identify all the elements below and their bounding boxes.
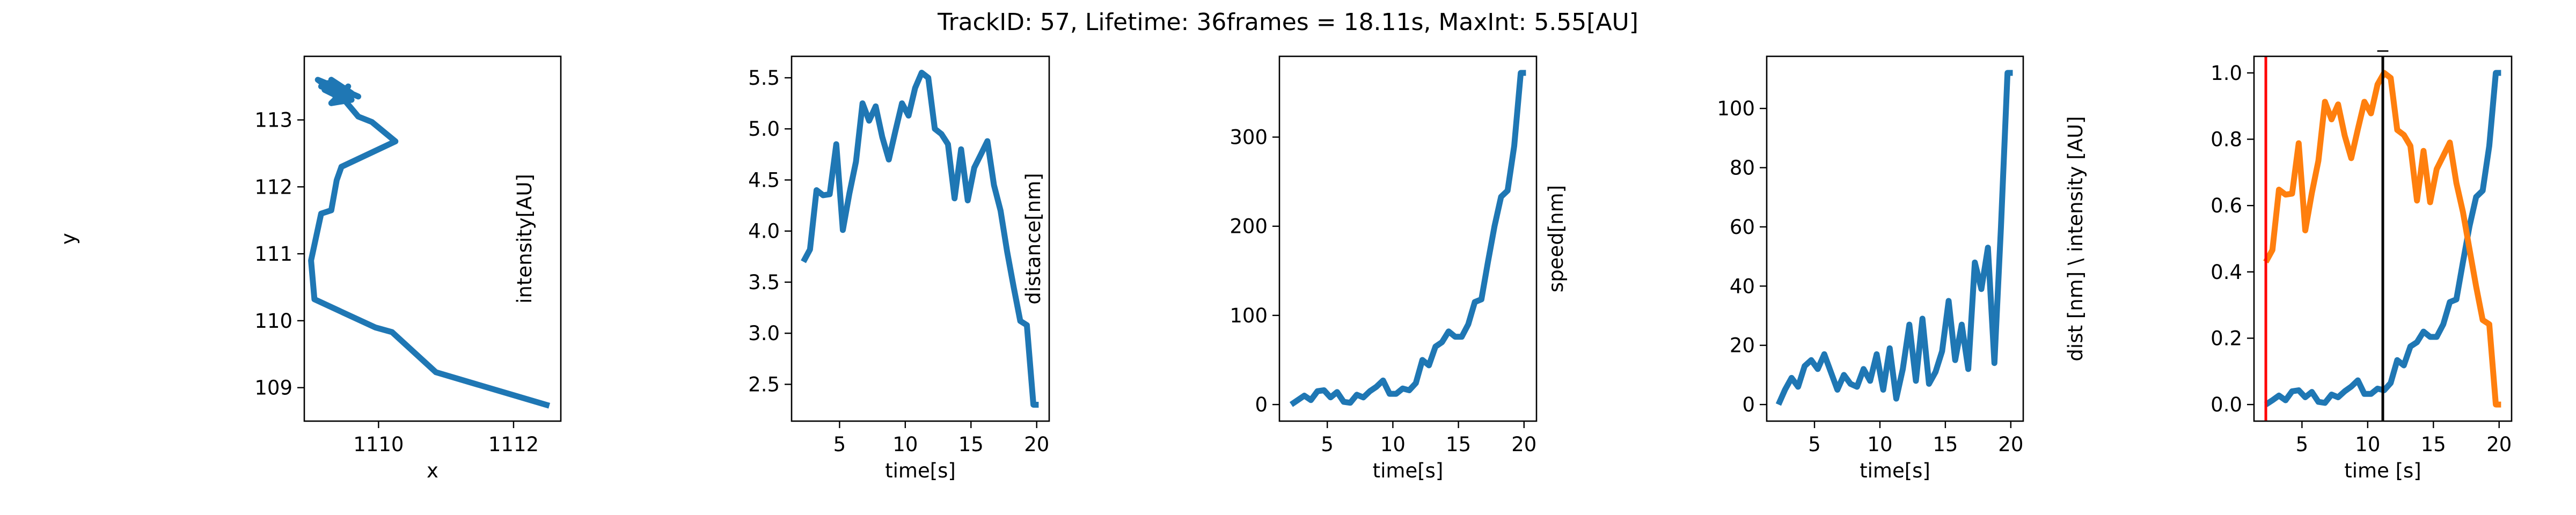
y-tick-label: 0: [1255, 393, 1268, 416]
x-axis-label: time[s]: [1373, 459, 1444, 482]
y-tick-label: 3.5: [748, 271, 780, 294]
x-axis-label: time[s]: [1860, 459, 1930, 482]
x-tick-label: 15: [1446, 433, 1471, 456]
y-tick-label: 100: [1717, 97, 1755, 120]
y-tick-label: 0.6: [2211, 194, 2242, 217]
y-tick-label: 0.8: [2211, 128, 2242, 151]
x-tick-label: 15: [958, 433, 984, 456]
panel-4: 5 10 15 20 0 20 40 60 80 100 time[s] speed[nm]: [1545, 55, 2024, 482]
x-tick-label: 1110: [353, 433, 404, 456]
y-tick-label: 0.2: [2211, 327, 2242, 350]
x-tick-label: 5: [2296, 433, 2309, 456]
y-tick-label: 100: [1230, 304, 1268, 327]
panel-1: 1110 1112 109 110 111 112 113 x y: [57, 55, 562, 482]
panel-2: 5 10 15 20 2.5 3.0 3.5 4.0 4.5 5.0 5.5 time[s] inten…: [513, 55, 1050, 482]
y-tick-label: 60: [1730, 216, 1755, 239]
x-tick-label: 15: [1933, 433, 1958, 456]
y-tick-label: 1.0: [2211, 62, 2242, 85]
y-tick-label: 2.5: [748, 373, 780, 396]
x-tick-label: 10: [892, 433, 918, 456]
x-tick-label: 10: [2355, 433, 2380, 456]
figure-title: TrackID: 57, Lifetime: 36frames = 18.11s…: [937, 9, 1638, 36]
axes-frame: [2253, 55, 2513, 422]
y-tick-label: 111: [254, 242, 292, 266]
axes-frame: [303, 55, 562, 422]
y-tick-label: 4.0: [748, 220, 780, 243]
panel-5: 5 10 15 20 0.0 0.2 0.4 0.6 0.8 1.0 time [s] dist [n…: [2064, 27, 2513, 482]
x-tick-label: 5: [1808, 433, 1821, 456]
x-tick-label: 20: [2486, 433, 2512, 456]
y-tick-label: 109: [254, 377, 292, 400]
x-tick-label: 20: [1998, 433, 2023, 456]
axes-frame: [791, 55, 1050, 422]
series-line-1: [801, 70, 1039, 408]
x-tick-label: 10: [1867, 433, 1892, 456]
y-axis-label: intensity[AU]: [513, 174, 536, 304]
x-axis-label: time[s]: [885, 459, 956, 482]
x-tick-label: 10: [1380, 433, 1406, 456]
x-axis-label: x: [427, 459, 438, 482]
y-tick-label: 300: [1230, 126, 1268, 149]
y-tick-label: 0.0: [2211, 393, 2242, 416]
x-tick-label: 5: [833, 433, 846, 456]
y-tick-label: 200: [1230, 215, 1268, 238]
panels: 1110 1112 109 110 111 112 113 x y 5 10 15 20 2.5 3.0 3.…: [57, 27, 2513, 482]
y-tick-label: 110: [254, 310, 292, 333]
y-tick-label: 20: [1730, 334, 1755, 357]
y-axis-label: dist [nm] \ intensity [AU]: [2064, 116, 2087, 361]
y-tick-label: 80: [1730, 157, 1755, 180]
y-tick-label: 0: [1742, 393, 1755, 416]
series-line-1: [1289, 70, 1526, 407]
y-tick-label: 40: [1730, 275, 1755, 298]
panel-title: _: [2377, 27, 2389, 52]
y-tick-label: 3.0: [748, 322, 780, 345]
series-line-1: [1775, 70, 2013, 406]
y-axis-label: distance[nm]: [1022, 173, 1045, 304]
y-axis-label: speed[nm]: [1545, 185, 1568, 292]
x-tick-label: 5: [1321, 433, 1334, 456]
axes-frame: [1278, 55, 1538, 422]
y-tick-label: 5.0: [748, 117, 780, 141]
y-tick-label: 113: [254, 109, 292, 132]
y-tick-label: 4.5: [748, 168, 780, 192]
y-axis-label: y: [57, 233, 80, 245]
x-tick-label: 15: [2421, 433, 2446, 456]
x-tick-label: 20: [1511, 433, 1536, 456]
x-tick-label: 1112: [488, 433, 539, 456]
axes-frame: [1766, 55, 2024, 422]
y-tick-label: 5.5: [748, 67, 780, 90]
series-line-1: [308, 77, 551, 409]
x-tick-label: 20: [1024, 433, 1049, 456]
y-tick-label: 0.4: [2211, 261, 2242, 284]
x-axis-label: time [s]: [2344, 459, 2421, 482]
y-tick-label: 112: [254, 175, 292, 198]
